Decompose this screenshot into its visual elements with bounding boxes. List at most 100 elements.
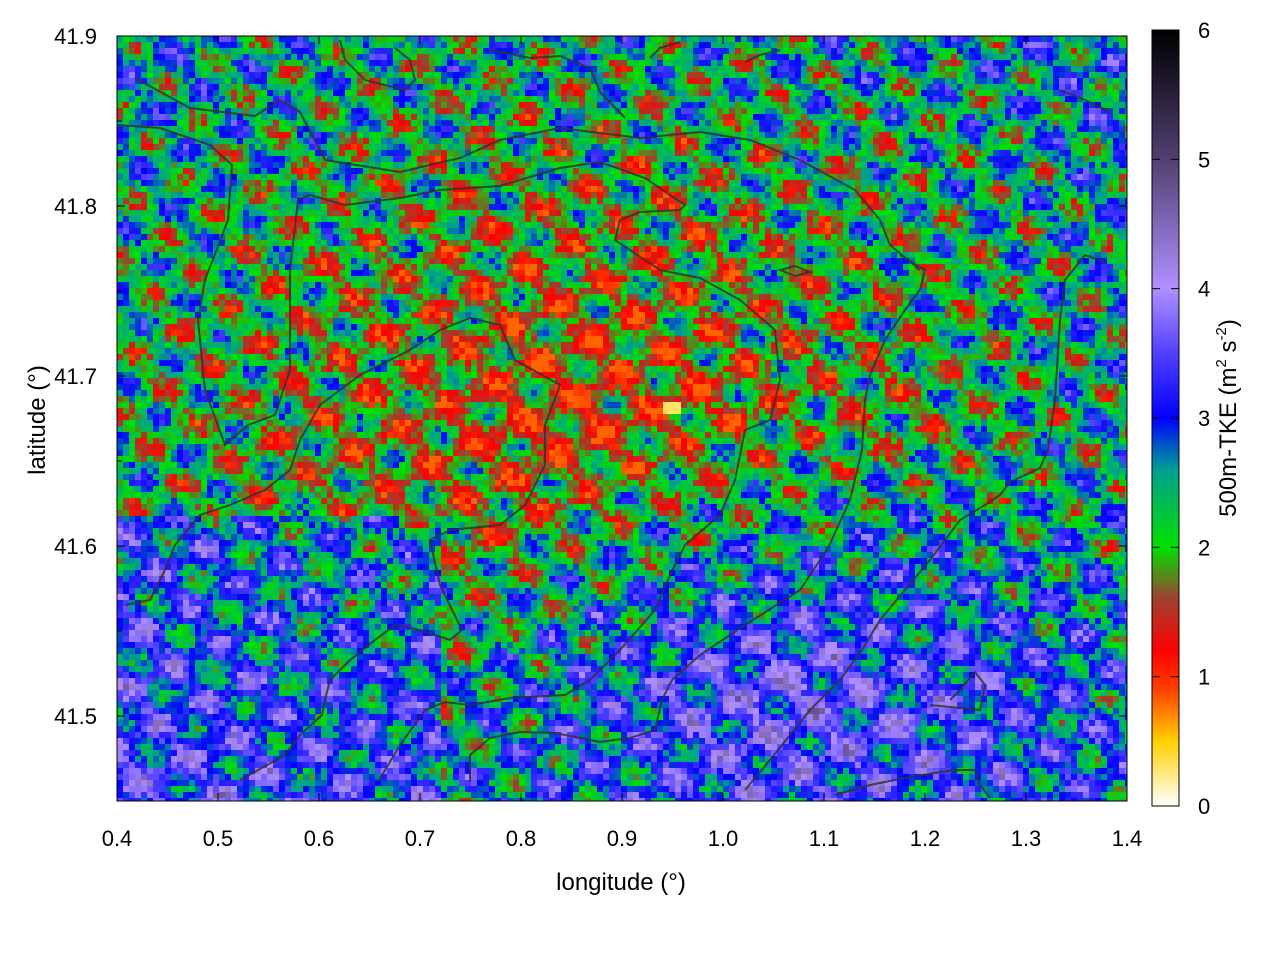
heatmap-cell	[717, 186, 723, 192]
heatmap-cell	[741, 132, 747, 138]
heatmap-cell	[213, 96, 219, 102]
heatmap-cell	[687, 168, 693, 174]
heatmap-cell	[657, 150, 663, 156]
heatmap-cell	[885, 102, 891, 108]
heatmap-cell	[273, 84, 279, 90]
heatmap-cell	[555, 108, 561, 114]
heatmap-cell	[255, 102, 261, 108]
heatmap-cell	[561, 84, 567, 90]
heatmap-cell	[453, 42, 459, 48]
heatmap-cell	[117, 96, 123, 102]
heatmap-cell	[189, 42, 195, 48]
heatmap-cell	[453, 192, 459, 198]
heatmap-cell	[873, 72, 879, 78]
heatmap-cell	[189, 192, 195, 198]
heatmap-cell	[885, 204, 891, 210]
heatmap-cell	[219, 186, 225, 192]
heatmap-cell	[333, 114, 339, 120]
heatmap-cell	[459, 162, 465, 168]
heatmap-cell	[315, 186, 321, 192]
heatmap-cell	[1089, 192, 1095, 198]
heatmap-cell	[297, 138, 303, 144]
heatmap-cell	[693, 192, 699, 198]
heatmap-cell	[699, 42, 705, 48]
heatmap-cell	[177, 144, 183, 150]
heatmap-cell	[1053, 108, 1059, 114]
heatmap-cell	[825, 36, 831, 42]
heatmap-cell	[801, 84, 807, 90]
heatmap-cell	[687, 156, 693, 162]
heatmap-cell	[165, 72, 171, 78]
heatmap-cell	[951, 144, 957, 150]
heatmap-cell	[1011, 180, 1017, 186]
heatmap-cell	[825, 48, 831, 54]
heatmap-cell	[939, 204, 945, 210]
heatmap-cell	[855, 54, 861, 60]
heatmap-cell	[765, 180, 771, 186]
heatmap-cell	[219, 120, 225, 126]
heatmap-cell	[1005, 204, 1011, 210]
heatmap-cell	[189, 114, 195, 120]
heatmap-cell	[657, 108, 663, 114]
heatmap-cell	[579, 66, 585, 72]
heatmap-cell	[237, 174, 243, 180]
heatmap-cell	[969, 198, 975, 204]
heatmap-cell	[417, 114, 423, 120]
heatmap-cell	[573, 144, 579, 150]
heatmap-cell	[903, 90, 909, 96]
heatmap-cell	[375, 120, 381, 126]
heatmap-cell	[819, 132, 825, 138]
heatmap-cell	[537, 42, 543, 48]
heatmap-cell	[315, 60, 321, 66]
heatmap-cell	[531, 150, 537, 156]
heatmap-cell	[771, 54, 777, 60]
heatmap-cell	[1059, 36, 1065, 42]
heatmap-cell	[129, 162, 135, 168]
heatmap-cell	[597, 126, 603, 132]
heatmap-cell	[861, 84, 867, 90]
heatmap-cell	[369, 114, 375, 120]
heatmap-cell	[147, 210, 153, 216]
heatmap-cell	[219, 162, 225, 168]
heatmap-cell	[885, 90, 891, 96]
heatmap-cell	[999, 42, 1005, 48]
heatmap-cell	[1011, 108, 1017, 114]
heatmap-cell	[807, 138, 813, 144]
heatmap-cell	[867, 198, 873, 204]
heatmap-cell	[147, 156, 153, 162]
heatmap-cell	[1095, 36, 1101, 42]
heatmap-cell	[1047, 174, 1053, 180]
heatmap-cell	[885, 66, 891, 72]
heatmap-cell	[213, 60, 219, 66]
heatmap-cell	[591, 144, 597, 150]
heatmap-cell	[495, 54, 501, 60]
heatmap-cell	[1101, 192, 1107, 198]
heatmap-cell	[1083, 192, 1089, 198]
heatmap-cell	[309, 114, 315, 120]
heatmap-cell	[909, 204, 915, 210]
heatmap-cell	[261, 66, 267, 72]
heatmap-cell	[1035, 108, 1041, 114]
heatmap-cell	[741, 78, 747, 84]
heatmap-cell	[501, 84, 507, 90]
heatmap-cell	[573, 114, 579, 120]
heatmap-cell	[705, 204, 711, 210]
heatmap-cell	[567, 42, 573, 48]
heatmap-cell	[1107, 204, 1113, 210]
heatmap-cell	[345, 126, 351, 132]
heatmap-cell	[711, 96, 717, 102]
heatmap-cell	[423, 138, 429, 144]
heatmap-cell	[477, 102, 483, 108]
heatmap-cell	[603, 84, 609, 90]
heatmap-cell	[729, 54, 735, 60]
heatmap-cell	[957, 54, 963, 60]
heatmap-cell	[645, 48, 651, 54]
heatmap-cell	[399, 162, 405, 168]
heatmap-cell	[399, 144, 405, 150]
heatmap-cell	[1107, 138, 1113, 144]
heatmap-cell	[531, 90, 537, 96]
heatmap-cell	[1035, 48, 1041, 54]
heatmap-cell	[891, 138, 897, 144]
heatmap-cell	[795, 204, 801, 210]
heatmap-cell	[753, 162, 759, 168]
